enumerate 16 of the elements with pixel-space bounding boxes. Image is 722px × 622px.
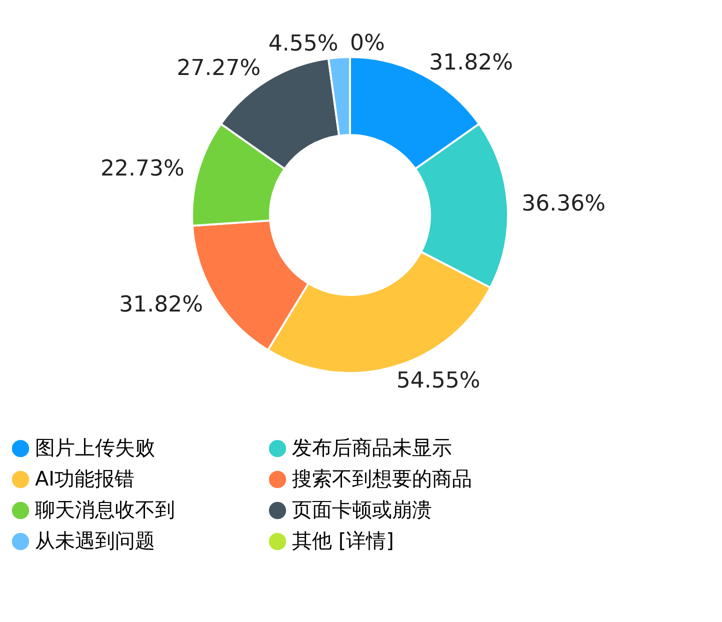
data-label: 31.82%	[119, 292, 204, 318]
data-label: 36.36%	[522, 191, 606, 216]
legend-label: 页面卡顿或崩溃	[292, 498, 432, 522]
data-label: 27.27%	[176, 56, 261, 82]
legend-label: 发布后商品未显示	[292, 436, 452, 460]
legend-label: 从未遇到问题	[35, 528, 155, 552]
legend-label: AI功能报错	[35, 466, 135, 490]
legend-label: 图片上传失败	[35, 436, 155, 460]
legend-label: 其他 [详情]	[292, 528, 394, 552]
data-label: 4.55%	[268, 31, 338, 56]
legend-label: 聊天消息收不到	[35, 498, 175, 522]
legend-label: 搜索不到想要的商品	[292, 466, 472, 490]
text: 0%	[350, 31, 385, 56]
data-label: 31.82%	[429, 50, 514, 76]
data-label: 54.55%	[396, 368, 480, 394]
data-label: 22.73%	[100, 156, 184, 182]
